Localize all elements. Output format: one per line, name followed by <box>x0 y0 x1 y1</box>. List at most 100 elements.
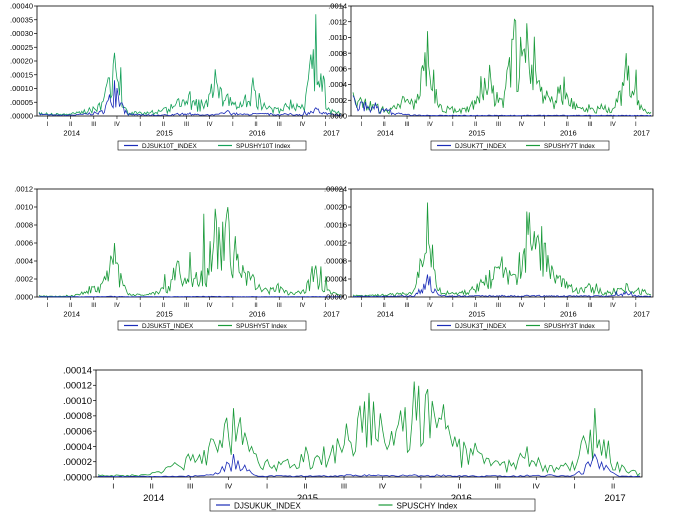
quarter-label: IV <box>300 122 306 128</box>
quarter-label: II <box>457 482 461 491</box>
quarter-label: III <box>277 122 282 128</box>
quarter-label: III <box>405 303 410 309</box>
quarter-label: II <box>303 482 307 491</box>
quarter-label: III <box>91 303 96 309</box>
legend: DJSUK10T_INDEX SPUSHY10T Index <box>117 140 307 151</box>
y-tick-label: .00008 <box>324 257 347 266</box>
series-line-1 <box>352 95 652 117</box>
series-line-2 <box>38 206 341 298</box>
legend-box <box>430 140 610 151</box>
year-label: 2016 <box>560 310 577 319</box>
quarter-label: IV <box>427 303 433 309</box>
plot-frame <box>36 5 344 117</box>
y-tick-label: .0000 <box>328 112 347 121</box>
legend-box <box>117 320 307 331</box>
y-tick-label: .0004 <box>14 257 33 266</box>
quarter-label: I <box>543 122 545 128</box>
year-label: 2014 <box>377 310 394 319</box>
quarter-label: II <box>566 303 570 309</box>
quarter-label: IV <box>225 482 233 491</box>
y-tick-label: .00020 <box>324 203 347 212</box>
quarter-label: III <box>495 482 501 491</box>
legend-entry: SPUSCHY Index <box>397 501 458 510</box>
y-tick-label: .0014 <box>328 2 347 11</box>
quarter-label: II <box>611 482 615 491</box>
chart-panel-4: .00000 .00004 .00008 .00012 .00016 .00020 .000… <box>324 185 654 331</box>
quarter-label: I <box>139 303 141 309</box>
quarter-label: II <box>254 122 258 128</box>
y-tick-label: .00005 <box>10 98 33 107</box>
year-label: 2017 <box>323 129 340 138</box>
legend: DJSUK7T_INDEX SPUSHY7T Index <box>430 140 610 151</box>
quarter-label: II <box>383 303 387 309</box>
series-line-2 <box>97 381 641 477</box>
quarter-label: I <box>452 303 454 309</box>
quarter-label: II <box>162 122 166 128</box>
year-label: 2015 <box>297 493 318 504</box>
y-tick-label: .0004 <box>328 80 347 89</box>
y-tick-label: .00012 <box>63 381 92 392</box>
plot-frame <box>350 188 654 298</box>
quarter-label: IV <box>610 122 616 128</box>
legend-entry: SPUSHY10T Index <box>236 143 291 150</box>
quarter-label: IV <box>427 122 433 128</box>
quarter-label: IV <box>207 122 213 128</box>
quarter-label: III <box>187 482 193 491</box>
year-label: 2017 <box>633 129 650 138</box>
year-label: 2016 <box>249 129 266 138</box>
quarter-label: IV <box>379 482 387 491</box>
y-tick-label: .00010 <box>63 396 92 407</box>
quarter-label: III <box>496 122 501 128</box>
quarter-label: II <box>69 122 73 128</box>
quarter-label: I <box>232 303 234 309</box>
quarter-label: III <box>91 122 96 128</box>
y-tick-label: .00035 <box>10 15 33 24</box>
quarter-label: IV <box>533 482 541 491</box>
y-tick-label: .0002 <box>14 275 33 284</box>
y-tick-label: .00014 <box>63 365 92 376</box>
y-tick-label: .0008 <box>328 49 347 58</box>
series-line-1 <box>38 80 342 117</box>
year-label: 2014 <box>63 310 80 319</box>
y-tick-label: .00006 <box>63 426 92 437</box>
quarter-label: IV <box>300 303 306 309</box>
year-label: 2016 <box>560 129 577 138</box>
y-tick-label: .0012 <box>328 17 347 26</box>
chart-panel-2: .0000 .0002 .0004 .0006 .0008 .0010 .0012 .0014… <box>328 2 654 151</box>
y-tick-label: .0006 <box>328 64 347 73</box>
y-tick-label: .00004 <box>63 442 92 453</box>
y-tick-label: .00000 <box>63 472 92 483</box>
y-tick-label: .00000 <box>324 293 347 302</box>
quarter-label: I <box>139 122 141 128</box>
y-tick-label: .00004 <box>324 275 347 284</box>
quarter-label: IV <box>114 122 120 128</box>
year-label: 2015 <box>468 310 485 319</box>
series-line-1 <box>97 453 641 478</box>
quarter-label: I <box>635 303 637 309</box>
quarter-label: II <box>162 303 166 309</box>
y-tick-label: .0010 <box>328 33 347 42</box>
legend-entry: DJSUK3T_INDEX <box>455 323 507 330</box>
quarter-label: IV <box>519 122 525 128</box>
legend: DJSUK5T_INDEX SPUSHY5T Index <box>117 320 307 331</box>
legend: DJSUKUK_INDEX SPUSCHY Index <box>209 498 536 512</box>
quarter-label: I <box>452 122 454 128</box>
quarter-label: I <box>420 482 422 491</box>
chart-panel-1: .00000 .00005 .00010 .00015 .00020 .00025 .000… <box>10 2 344 151</box>
legend-entry: SPUSHY5T Index <box>236 323 288 330</box>
year-label: 2017 <box>633 310 650 319</box>
quarter-label: III <box>184 303 189 309</box>
quarter-label: I <box>112 482 114 491</box>
quarter-label: I <box>325 122 327 128</box>
series-line-1 <box>352 274 652 298</box>
quarter-label: II <box>254 303 258 309</box>
quarter-label: I <box>266 482 268 491</box>
series-line-2 <box>352 18 652 115</box>
y-tick-label: .0002 <box>328 96 347 105</box>
legend-box <box>117 140 307 151</box>
quarter-label: I <box>360 303 362 309</box>
quarter-label: I <box>47 303 49 309</box>
series-line-1 <box>39 295 342 298</box>
y-tick-label: .00040 <box>10 2 33 11</box>
